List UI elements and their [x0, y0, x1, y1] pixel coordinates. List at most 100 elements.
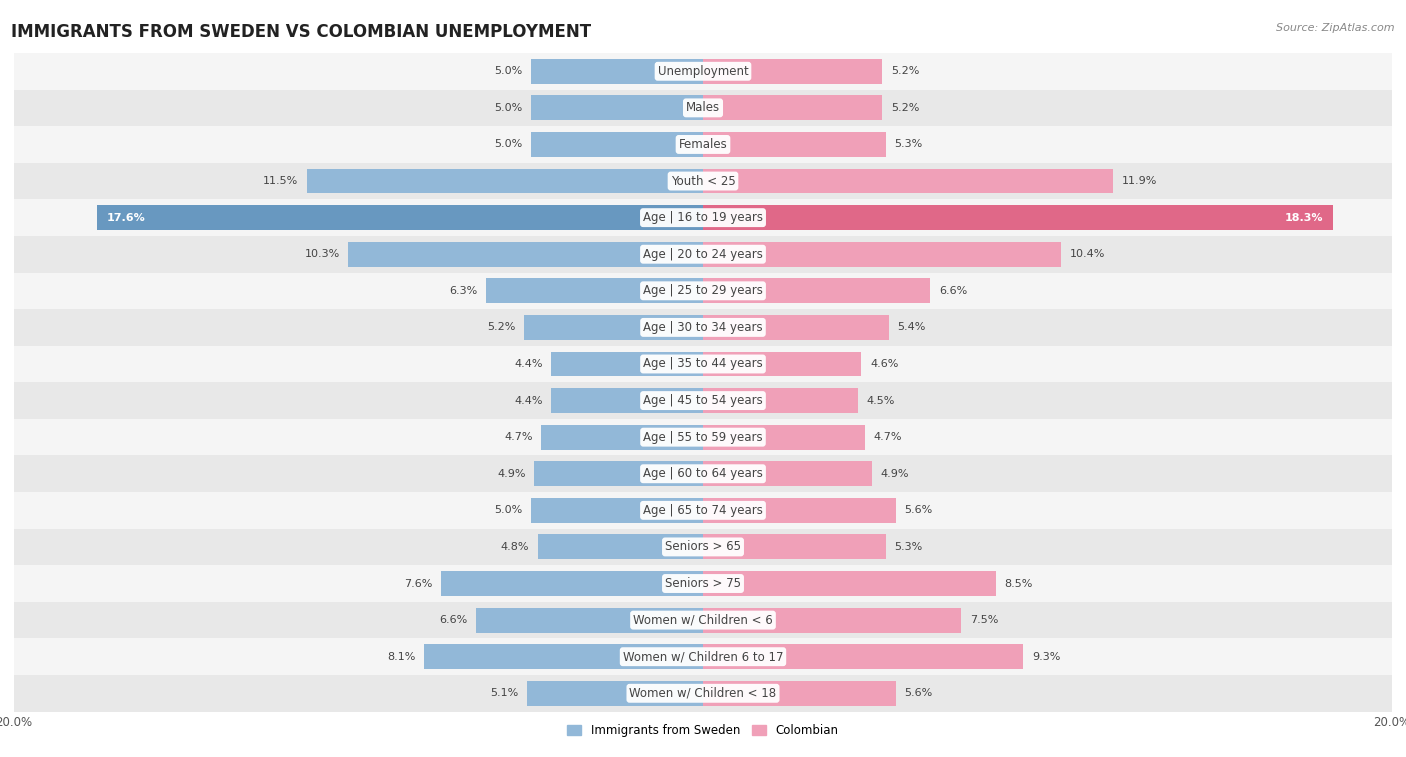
Bar	[531, 498, 703, 523]
Text: 10.3%: 10.3%	[304, 249, 340, 259]
Bar	[703, 279, 931, 304]
Text: Youth < 25: Youth < 25	[671, 175, 735, 188]
Text: 5.2%: 5.2%	[486, 322, 515, 332]
Text: 10.4%: 10.4%	[1070, 249, 1105, 259]
Bar	[475, 608, 703, 633]
Bar	[703, 132, 886, 157]
Bar	[531, 132, 703, 157]
Text: Women w/ Children < 6: Women w/ Children < 6	[633, 614, 773, 627]
Text: Age | 60 to 64 years: Age | 60 to 64 years	[643, 467, 763, 480]
Bar	[703, 534, 886, 559]
Text: Age | 65 to 74 years: Age | 65 to 74 years	[643, 504, 763, 517]
Bar	[14, 163, 1392, 199]
Bar	[703, 498, 896, 523]
Bar	[703, 571, 995, 596]
Text: Age | 20 to 24 years: Age | 20 to 24 years	[643, 248, 763, 260]
Bar	[14, 382, 1392, 419]
Bar	[14, 346, 1392, 382]
Text: Seniors > 75: Seniors > 75	[665, 577, 741, 590]
Bar	[551, 351, 703, 376]
Bar	[14, 53, 1392, 89]
Bar	[703, 644, 1024, 669]
Bar	[14, 309, 1392, 346]
Text: Age | 25 to 29 years: Age | 25 to 29 years	[643, 285, 763, 298]
Text: Age | 16 to 19 years: Age | 16 to 19 years	[643, 211, 763, 224]
Text: 5.1%: 5.1%	[491, 688, 519, 698]
Text: 4.9%: 4.9%	[880, 469, 908, 478]
Bar	[14, 199, 1392, 236]
Text: 8.5%: 8.5%	[1004, 578, 1033, 588]
Text: Females: Females	[679, 138, 727, 151]
Text: 5.3%: 5.3%	[894, 139, 922, 149]
Text: 5.6%: 5.6%	[904, 506, 932, 516]
Bar	[703, 95, 882, 120]
Text: 4.8%: 4.8%	[501, 542, 529, 552]
Text: 5.2%: 5.2%	[891, 103, 920, 113]
Bar	[425, 644, 703, 669]
Text: 4.7%: 4.7%	[873, 432, 903, 442]
Bar	[703, 681, 896, 706]
Text: Age | 30 to 34 years: Age | 30 to 34 years	[643, 321, 763, 334]
Text: Seniors > 65: Seniors > 65	[665, 540, 741, 553]
Bar	[541, 425, 703, 450]
Bar	[14, 236, 1392, 273]
Text: Unemployment: Unemployment	[658, 65, 748, 78]
Bar	[703, 608, 962, 633]
Bar	[14, 89, 1392, 126]
Bar	[486, 279, 703, 304]
Text: 9.3%: 9.3%	[1032, 652, 1060, 662]
Text: Women w/ Children < 18: Women w/ Children < 18	[630, 687, 776, 699]
Bar	[14, 565, 1392, 602]
Bar	[14, 419, 1392, 456]
Bar	[527, 681, 703, 706]
Text: Age | 35 to 44 years: Age | 35 to 44 years	[643, 357, 763, 370]
Text: Age | 55 to 59 years: Age | 55 to 59 years	[643, 431, 763, 444]
Text: Males: Males	[686, 101, 720, 114]
Text: 7.6%: 7.6%	[404, 578, 433, 588]
Bar	[703, 351, 862, 376]
Text: 4.4%: 4.4%	[515, 359, 543, 369]
Text: 11.5%: 11.5%	[263, 176, 298, 186]
Bar	[441, 571, 703, 596]
Bar	[307, 169, 703, 194]
Text: 8.1%: 8.1%	[387, 652, 415, 662]
Text: 6.3%: 6.3%	[449, 286, 478, 296]
Text: 4.7%: 4.7%	[503, 432, 533, 442]
Bar	[531, 59, 703, 84]
Text: 7.5%: 7.5%	[970, 615, 998, 625]
Text: 6.6%: 6.6%	[439, 615, 467, 625]
Bar	[703, 315, 889, 340]
Bar	[14, 273, 1392, 309]
Text: 4.5%: 4.5%	[866, 396, 896, 406]
Text: 18.3%: 18.3%	[1285, 213, 1323, 223]
Bar	[703, 205, 1333, 230]
Text: 11.9%: 11.9%	[1122, 176, 1157, 186]
Text: 5.0%: 5.0%	[494, 103, 522, 113]
Text: 6.6%: 6.6%	[939, 286, 967, 296]
Bar	[703, 388, 858, 413]
Text: 5.6%: 5.6%	[904, 688, 932, 698]
Bar	[524, 315, 703, 340]
Bar	[551, 388, 703, 413]
Bar	[703, 425, 865, 450]
Bar	[537, 534, 703, 559]
Text: 4.6%: 4.6%	[870, 359, 898, 369]
Text: Women w/ Children 6 to 17: Women w/ Children 6 to 17	[623, 650, 783, 663]
Bar	[531, 95, 703, 120]
Bar	[14, 602, 1392, 638]
Text: 5.3%: 5.3%	[894, 542, 922, 552]
Text: 5.0%: 5.0%	[494, 67, 522, 76]
Bar	[703, 461, 872, 486]
Legend: Immigrants from Sweden, Colombian: Immigrants from Sweden, Colombian	[562, 719, 844, 742]
Text: IMMIGRANTS FROM SWEDEN VS COLOMBIAN UNEMPLOYMENT: IMMIGRANTS FROM SWEDEN VS COLOMBIAN UNEM…	[11, 23, 592, 41]
Bar	[14, 528, 1392, 565]
Text: 4.4%: 4.4%	[515, 396, 543, 406]
Bar	[349, 241, 703, 266]
Text: 5.4%: 5.4%	[897, 322, 927, 332]
Text: Age | 45 to 54 years: Age | 45 to 54 years	[643, 394, 763, 407]
Bar	[97, 205, 703, 230]
Bar	[14, 126, 1392, 163]
Bar	[14, 456, 1392, 492]
Text: 5.0%: 5.0%	[494, 139, 522, 149]
Text: 4.9%: 4.9%	[498, 469, 526, 478]
